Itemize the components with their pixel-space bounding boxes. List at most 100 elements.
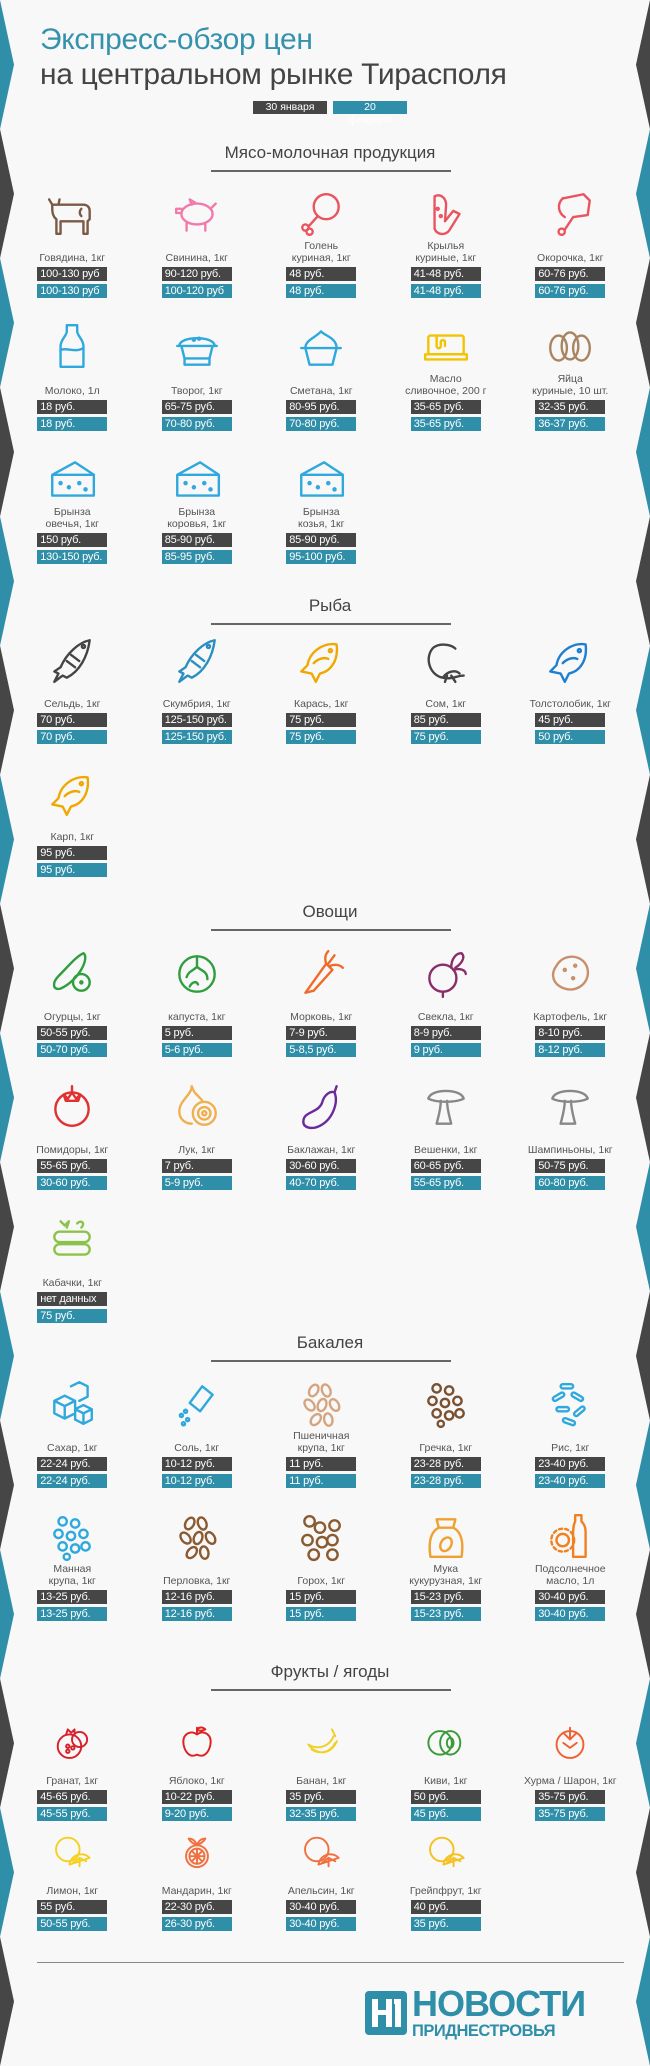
price-new: 8-12 руб. <box>535 1043 606 1057</box>
price-new: 75 руб. <box>37 1309 108 1323</box>
price-old: 18 руб. <box>37 400 108 414</box>
product-card: Мандарин, 1кг 22-30 руб. 26-30 руб. <box>135 1833 260 1931</box>
kiwi-icon <box>384 1723 508 1763</box>
product-grid: Сельдь, 1кг 70 руб. 70 руб. Скумбрия, 1к… <box>10 631 633 877</box>
price-new: 75 руб. <box>410 730 481 744</box>
section-divider <box>211 1689 451 1691</box>
product-name: Подсолнечное масло, 1л <box>534 1563 606 1587</box>
product-card: Скумбрия, 1кг 125-150 руб. 125-150 руб. <box>135 631 260 744</box>
price-old: 50-75 руб. <box>535 1159 606 1173</box>
product-name: Крылья куриные, 1кг <box>415 240 477 264</box>
product-name: Брынза козья, 1кг <box>297 506 345 530</box>
price-old: 55-65 руб. <box>37 1159 108 1173</box>
price-new: 12-16 руб. <box>161 1607 232 1621</box>
product-name: Перловка, 1кг <box>163 1575 231 1587</box>
price-old: 22-24 руб. <box>37 1457 108 1471</box>
citrus-icon <box>10 1833 134 1873</box>
price-new: 70-80 руб. <box>286 417 357 431</box>
price-new: 26-30 руб. <box>161 1917 232 1931</box>
product-card: Шампиньоны, 1кг 50-75 руб. 60-80 руб. <box>508 1077 633 1190</box>
price-old: 70 руб. <box>37 713 108 727</box>
price-new: 5-6 руб. <box>161 1043 232 1057</box>
product-card: Свинина, 1кг 90-120 руб. 100-120 руб <box>135 185 260 298</box>
product-name: Масло сливочное, 200 г <box>405 373 487 397</box>
product-name: Огурцы, 1кг <box>43 1011 101 1023</box>
cucumber-icon <box>10 944 134 999</box>
price-old: 60-76 руб. <box>535 267 606 281</box>
product-card: Свекла, 1кг 8-9 руб. 9 руб. <box>384 944 509 1057</box>
logo: НОВОСТИ ПРИДНЕСТРОВЬЯ <box>365 1985 625 2041</box>
salt-icon <box>135 1375 259 1430</box>
price-new: 60-76 руб. <box>535 284 606 298</box>
product-name: Карась, 1кг <box>294 698 349 710</box>
product-card: Гречка, 1кг 23-28 руб. 23-28 руб. <box>384 1375 509 1488</box>
price-old: 80-95 руб. <box>286 400 357 414</box>
product-name: Киви, 1кг <box>423 1775 468 1787</box>
drumstick-icon <box>259 185 383 240</box>
product-card: Кабачки, 1кг нет данных 75 руб. <box>10 1210 135 1323</box>
product-name: Сахар, 1кг <box>47 1442 98 1454</box>
product-name: Морковь, 1кг <box>290 1011 353 1023</box>
section-title: Мясо-молочная продукция <box>224 143 436 162</box>
bag-icon <box>384 1508 508 1563</box>
eggs-icon <box>508 318 632 373</box>
section-divider <box>211 1360 451 1362</box>
product-grid: Гранат, 1кг 45-65 руб. 45-55 руб. Яблоко… <box>10 1723 633 1931</box>
citrus-icon <box>259 1833 383 1873</box>
price-old: 90-120 руб. <box>161 267 232 281</box>
product-card: Сахар, 1кг 22-24 руб. 22-24 руб. <box>10 1375 135 1488</box>
product-grid: Огурцы, 1кг 50-55 руб. 50-70 руб. капуст… <box>10 944 633 1323</box>
carp-icon <box>259 631 383 686</box>
product-name: Грейпфрут, 1кг <box>409 1885 482 1897</box>
product-name: Говядина, 1кг <box>39 252 106 264</box>
edge-chevron-left <box>0 1936 14 2066</box>
edge-chevron-right <box>636 645 650 775</box>
price-new: 11 руб. <box>286 1474 357 1488</box>
price-old: 35 руб. <box>286 1790 357 1804</box>
product-name: Голень куриная, 1кг <box>291 240 351 264</box>
product-card: Карп, 1кг 95 руб. 95 руб. <box>10 764 135 877</box>
product-name: Горох, 1кг <box>297 1575 346 1587</box>
product-name: Апельсин, 1кг <box>287 1885 355 1897</box>
date-legend: 30 января 20 февраля <box>253 101 407 126</box>
price-old: 45 руб. <box>535 713 606 727</box>
edge-chevron-right <box>636 1807 650 1937</box>
onion-icon <box>135 1077 259 1132</box>
product-card: Пшеничная крупа, 1кг 11 руб. 11 руб. <box>259 1375 384 1488</box>
price-new: 18 руб. <box>37 417 108 431</box>
product-card: Гранат, 1кг 45-65 руб. 45-55 руб. <box>10 1723 135 1821</box>
price-old: 23-40 руб. <box>535 1457 606 1471</box>
price-new: 55-65 руб. <box>410 1176 481 1190</box>
leg-icon <box>508 185 632 240</box>
section: Фрукты / ягоды Гранат, 1кг 45-65 руб. 45… <box>0 1660 650 1931</box>
product-card: Яблоко, 1кг 10-22 руб. 9-20 руб. <box>135 1723 260 1821</box>
price-old: 10-12 руб. <box>161 1457 232 1471</box>
product-name: Банан, 1кг <box>296 1775 347 1787</box>
price-old: 8-9 руб. <box>410 1026 481 1040</box>
product-card: Масло сливочное, 200 г 35-65 руб. 35-65 … <box>384 318 509 431</box>
price-old: 48 руб. <box>286 267 357 281</box>
price-old: 30-60 руб. <box>286 1159 357 1173</box>
price-new: 35-75 руб. <box>535 1807 606 1821</box>
product-name: Свекла, 1кг <box>417 1011 474 1023</box>
pomegranate-icon <box>10 1723 134 1763</box>
section: Овощи Огурцы, 1кг 50-55 руб. 50-70 руб. … <box>0 900 650 1323</box>
butter-icon <box>384 318 508 373</box>
product-card: Рис, 1кг 23-40 руб. 23-40 руб. <box>508 1375 633 1488</box>
product-name: Творог, 1кг <box>170 385 223 397</box>
price-old: 75 руб. <box>286 713 357 727</box>
price-old: 60-65 руб. <box>410 1159 481 1173</box>
edge-chevron-right <box>636 1678 650 1808</box>
price-old: 32-35 руб. <box>535 400 606 414</box>
price-old: 40 руб. <box>410 1900 481 1914</box>
price-old: 11 руб. <box>286 1457 357 1471</box>
date-old-badge: 30 января <box>253 101 327 114</box>
edge-chevron-left <box>0 0 14 130</box>
mushroom-icon <box>508 1077 632 1132</box>
product-card: Толстолобик, 1кг 45 руб. 50 руб. <box>508 631 633 744</box>
apple-icon <box>135 1723 259 1763</box>
logo-line2: ПРИДНЕСТРОВЬЯ <box>412 2022 556 2040</box>
edge-chevron-right <box>636 1162 650 1292</box>
wing-icon <box>384 185 508 240</box>
product-card: Хурма / Шарон, 1кг 35-75 руб. 35-75 руб. <box>508 1723 633 1821</box>
